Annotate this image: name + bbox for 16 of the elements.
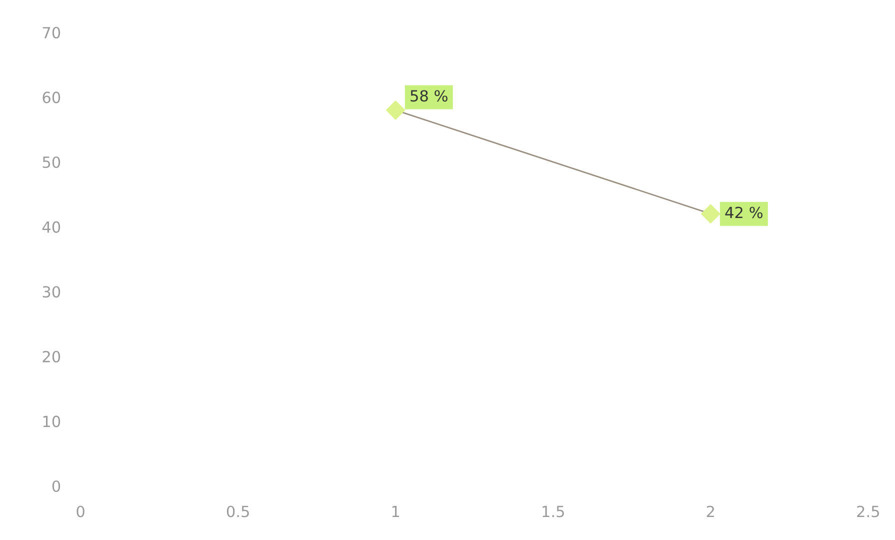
x-tick-label: 2 [706, 506, 714, 518]
x-tick-label: 0.5 [226, 506, 249, 518]
y-tick-label: 50 [42, 156, 60, 168]
y-tick-label: 60 [42, 92, 60, 104]
x-tick-label: 1.5 [542, 506, 564, 518]
y-tick-label: 20 [42, 350, 60, 362]
y-tick-label: 10 [43, 416, 60, 428]
x-tick-label: 1 [392, 506, 400, 518]
x-tick-label: 2.5 [857, 506, 879, 518]
y-tick-label: 70 [42, 26, 60, 38]
data-label: 58 % [410, 90, 448, 102]
y-tick-label: 40 [42, 221, 60, 233]
data-label: 42 % [725, 206, 762, 218]
y-tick-label: 30 [42, 286, 60, 298]
x-tick-label: 0 [76, 506, 84, 518]
y-tick-label: 0 [52, 480, 60, 492]
